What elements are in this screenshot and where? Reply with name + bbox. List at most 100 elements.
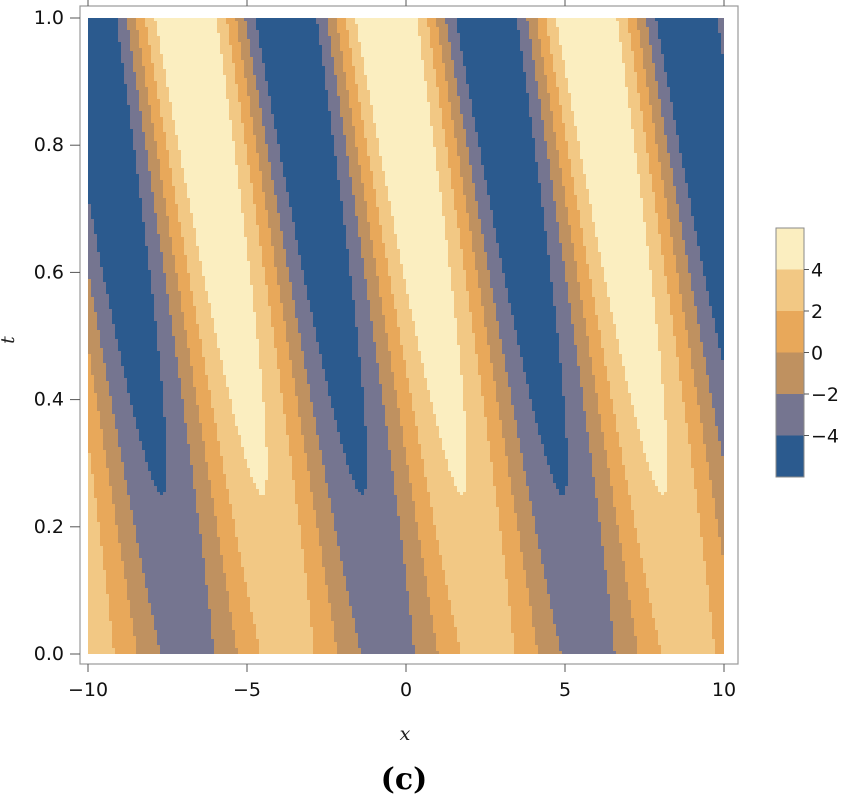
contour-cell [139, 438, 166, 442]
contour-cell [256, 78, 265, 82]
contour-cell [184, 420, 199, 424]
contour-cell [439, 99, 448, 103]
contour-cell [508, 462, 523, 466]
contour-cell [568, 147, 580, 151]
contour-cell [484, 315, 496, 319]
contour-cell [256, 216, 268, 220]
contour-cell [682, 381, 694, 385]
contour-cell [355, 195, 364, 199]
contour-cell [160, 354, 175, 358]
contour-cell [571, 228, 583, 232]
contour-cell [301, 348, 319, 352]
contour-cell [670, 312, 685, 316]
contour-cell [88, 159, 136, 163]
contour-cell [445, 456, 466, 460]
contour-cell [199, 420, 214, 424]
contour-cell [97, 246, 148, 250]
contour-cell [397, 240, 448, 244]
contour-cell [160, 168, 172, 172]
contour-cell [478, 363, 493, 367]
contour-cell [538, 81, 547, 85]
contour-cell [223, 372, 262, 376]
contour-cell [133, 408, 163, 412]
contour-cell [541, 441, 568, 445]
contour-cell [391, 207, 442, 211]
contour-cell [565, 69, 625, 73]
contour-cell [553, 192, 565, 196]
contour-cell [349, 261, 364, 265]
contour-cell [133, 414, 163, 418]
contour-cell [178, 219, 193, 223]
contour-cell [487, 432, 502, 436]
contour-cell [403, 435, 418, 439]
contour-cell [586, 414, 601, 418]
contour-cell [277, 348, 289, 352]
contour-cell [649, 264, 664, 268]
contour-cell [388, 426, 403, 430]
contour-cell [418, 21, 427, 25]
contour-cell [466, 480, 493, 484]
contour-cell [322, 366, 361, 370]
contour-cell [436, 156, 448, 160]
contour-cell [88, 105, 130, 109]
contour-cell [394, 222, 445, 226]
contour-cell [451, 474, 466, 478]
contour-cell [100, 420, 115, 424]
contour-cell [340, 39, 349, 43]
contour-cell [589, 264, 601, 268]
contour-cell [343, 210, 355, 214]
contour-cell [286, 258, 301, 262]
contour-cell [142, 60, 151, 64]
contour-cell [700, 333, 718, 337]
contour-cell [367, 291, 379, 295]
contour-cell [187, 342, 202, 346]
contour-cell [346, 456, 367, 460]
contour-cell [208, 387, 229, 391]
contour-cell [358, 33, 418, 37]
contour-cell [364, 135, 376, 139]
contour-cell [103, 354, 121, 358]
contour-cell [376, 354, 391, 358]
contour-cell [466, 468, 493, 472]
contour-cell [148, 93, 157, 97]
contour-cell [154, 72, 166, 76]
contour-cell [286, 420, 301, 424]
contour-cell [346, 462, 367, 466]
contour-cell [451, 42, 460, 46]
contour-cell [619, 444, 643, 448]
contour-cell [250, 474, 268, 478]
contour-cell [262, 54, 322, 58]
contour-cell [493, 468, 508, 472]
contour-cell [625, 81, 637, 85]
contour-cell [685, 405, 700, 409]
contour-cell [655, 129, 664, 133]
contour-cell [460, 354, 478, 358]
contour-cell [283, 165, 337, 169]
contour-cell [673, 243, 685, 247]
contour-cell [667, 444, 691, 448]
contour-cell [547, 84, 556, 88]
contour-cell [565, 261, 577, 265]
contour-cell [421, 360, 460, 364]
contour-cell [517, 426, 538, 430]
contour-cell [142, 129, 154, 133]
contour-cell [670, 309, 682, 313]
contour-cell [88, 393, 97, 397]
contour-cell [142, 48, 151, 52]
contour-cell [619, 432, 640, 436]
contour-cell [463, 57, 523, 61]
contour-cell [466, 282, 478, 286]
contour-cell [370, 225, 382, 229]
contour-cell [265, 438, 289, 442]
contour-cell [175, 258, 187, 262]
contour-cell [661, 372, 679, 376]
contour-cell [241, 210, 256, 214]
contour-cell [325, 69, 334, 73]
contour-cell [178, 360, 190, 364]
contour-cell [565, 270, 577, 274]
contour-cell [373, 114, 430, 118]
contour-cell [583, 399, 598, 403]
contour-cell [592, 219, 643, 223]
contour-cell [694, 474, 709, 478]
contour-cell [472, 237, 484, 241]
